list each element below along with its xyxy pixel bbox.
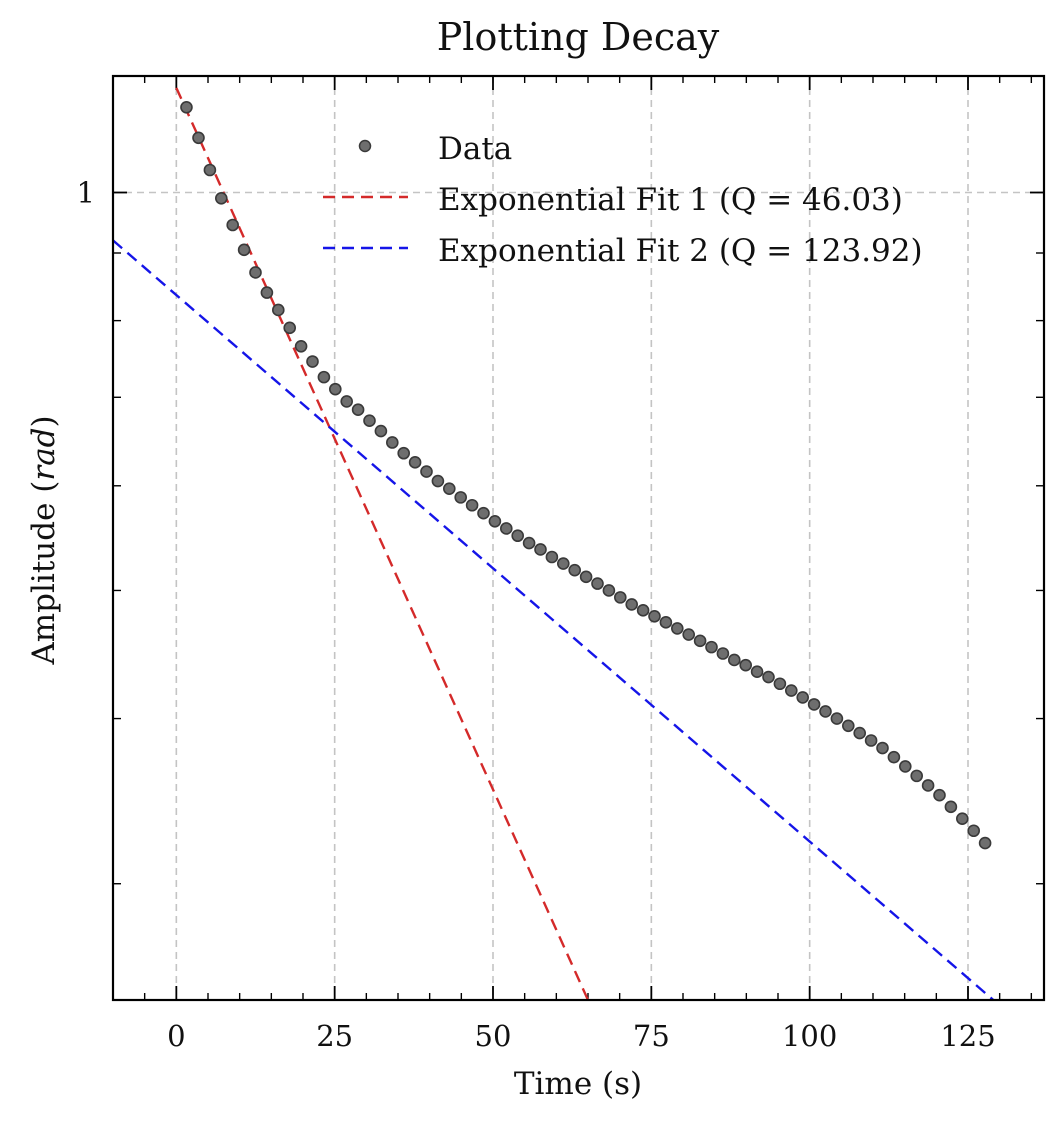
data-point [876,741,889,755]
data-point [237,243,251,257]
data-point [397,446,411,460]
data-point [864,734,878,747]
data-point [328,382,342,396]
data-point [807,698,821,711]
data-point [819,705,832,718]
data-point [465,498,479,512]
data-point [636,604,650,617]
data-point [898,760,912,773]
x-tick-label: 25 [316,1019,353,1053]
data-point [625,598,639,611]
data-point [180,101,193,114]
grid-layer [113,76,1044,1000]
data-point [967,824,981,838]
data-point [693,634,707,648]
data-point [306,355,319,368]
y-tick-label: 1 [77,176,95,210]
data-point [910,769,924,783]
minor-tick-layer [113,76,1044,1000]
data-point [841,719,855,733]
data-point [716,647,730,660]
data-point [591,577,604,590]
x-tick-label: 100 [782,1019,837,1053]
data-point [762,670,775,684]
data-point [260,286,274,299]
data-point [568,563,582,577]
data-point [705,640,718,654]
data-point [773,677,787,691]
data-point [613,591,627,604]
x-tick-label: 75 [633,1019,670,1053]
data-point [887,750,901,764]
x-tick-label: 125 [940,1019,995,1053]
data-point-layer [180,101,992,850]
data-point [192,131,205,145]
data-point [488,515,502,528]
legend: Data Exponential Fit 1 (Q = 46.03) Expon… [323,131,923,269]
data-point [933,788,946,802]
legend-label-fit2: Exponential Fit 2 (Q = 123.92) [438,233,923,269]
data-point [442,482,456,495]
fit-line-layer [112,87,995,1001]
data-point [659,616,673,629]
legend-label-data: Data [438,131,512,167]
data-point [670,622,684,635]
legend-label-fit1: Exponential Fit 1 (Q = 46.03) [438,182,903,218]
data-point [340,395,354,408]
data-point [522,536,536,550]
data-point [853,726,867,740]
legend-data-marker [358,139,372,153]
data-point [363,414,376,428]
data-point [420,465,433,478]
chart-title: Plotting Decay [437,15,720,59]
data-point [283,321,297,335]
data-point [431,474,445,488]
data-point [477,506,490,520]
y-axis-label-prefix: Amplitude ( [26,481,62,666]
y-axis-label-unit: rad [26,427,62,480]
data-point [750,665,764,679]
data-point [317,370,331,384]
data-point [249,266,262,279]
x-axis-label: Time (s) [514,1066,642,1102]
x-tick-label: 0 [167,1019,185,1053]
data-point [499,522,513,535]
data-point [351,403,365,417]
data-point [921,779,935,792]
data-point [682,628,696,641]
data-point [955,812,969,825]
data-point [294,340,308,353]
data-point [226,218,239,232]
data-point [408,456,422,469]
data-point [203,163,217,177]
data-point [271,303,285,317]
data-point [385,436,399,449]
data-point [454,491,468,504]
data-point [556,557,570,570]
data-point [727,653,741,667]
data-point [830,712,844,725]
data-point [602,584,616,597]
data-point [374,424,388,438]
fit-line-1 [175,87,590,1001]
data-point [534,543,547,556]
y-axis-label: Amplitude (rad) [26,415,62,665]
fit-line-2 [112,239,995,1001]
data-point [739,658,753,672]
data-point [579,570,593,584]
plot-frame [111,74,1046,1002]
data-point [944,800,958,814]
data-point [784,684,798,697]
tick-layer: 0 25 50 75 100 125 1 [77,76,1044,1053]
data-point [545,550,559,564]
data-point [978,836,992,850]
data-point [511,529,525,543]
y-axis-label-suffix: ) [26,415,62,427]
x-tick-label: 50 [475,1019,512,1053]
data-point [796,691,810,704]
data-point [215,191,228,205]
data-point [648,609,661,623]
